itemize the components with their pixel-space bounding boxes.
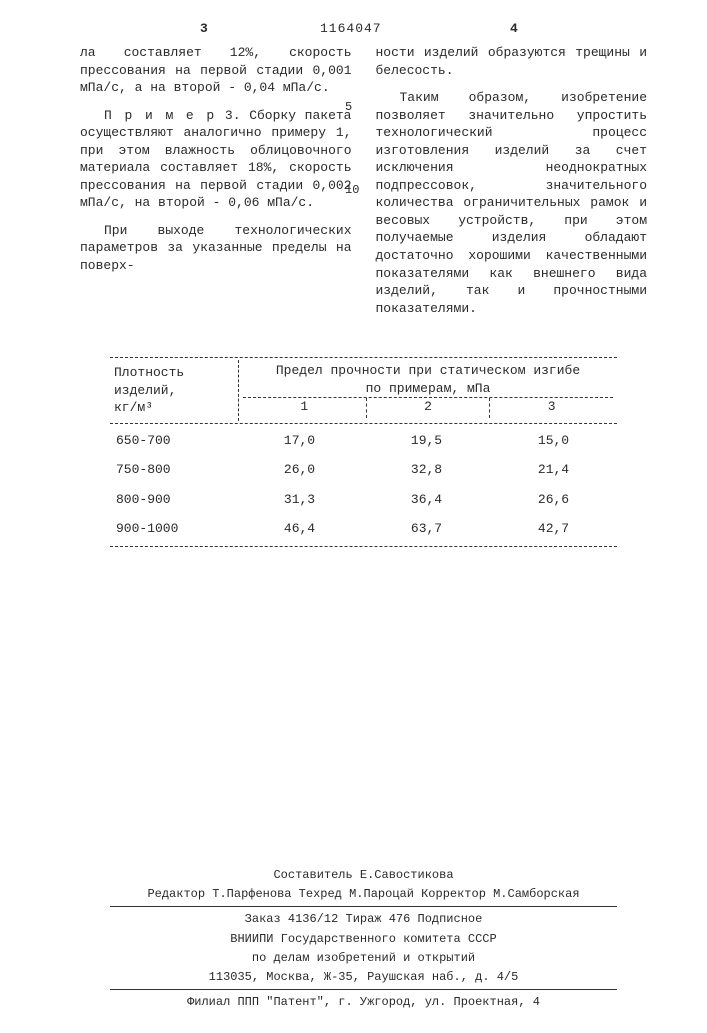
cell-v3: 21,4 <box>490 461 617 479</box>
example-lead: П р и м е р <box>104 108 216 123</box>
cell-v1: 26,0 <box>236 461 363 479</box>
cell-v1: 31,3 <box>236 491 363 509</box>
para-right-1: ности изделий образуются трещины и белес… <box>376 44 648 79</box>
page-header: 3 1164047 4 <box>80 20 647 40</box>
cell-density: 650-700 <box>110 432 236 450</box>
line-marker-5: 5 <box>345 99 352 115</box>
para-left-2-body: Сборку пакета осуществляют аналогично пр… <box>80 108 352 211</box>
subcol-1: 1 <box>243 398 367 418</box>
footer-compiler: Составитель Е.Савостикова <box>80 867 647 883</box>
left-column: ла составляет 12%, скорость прессования … <box>80 44 352 327</box>
cell-v3: 26,6 <box>490 491 617 509</box>
cell-density: 900-1000 <box>110 520 236 538</box>
cell-v2: 36,4 <box>363 491 490 509</box>
cell-v1: 17,0 <box>236 432 363 450</box>
footer-editors: Редактор Т.Парфенова Техред М.Пароцай Ко… <box>80 886 647 902</box>
table-row: 750-800 26,0 32,8 21,4 <box>110 455 617 485</box>
footer-branch: Филиал ППП "Патент", г. Ужгород, ул. Про… <box>80 994 647 1010</box>
table-row: 650-700 17,0 19,5 15,0 <box>110 426 617 456</box>
para-left-2: П р и м е р 3. Сборку пакета осуществляю… <box>80 107 352 212</box>
line-marker-10: 10 <box>345 182 359 198</box>
subcol-2: 2 <box>367 398 491 418</box>
table-header-density: Плотность изделий, кг/м³ <box>110 360 239 421</box>
cell-density: 800-900 <box>110 491 236 509</box>
table-row: 900-1000 46,4 63,7 42,7 <box>110 514 617 544</box>
cell-v1: 46,4 <box>236 520 363 538</box>
footer-org2: по делам изобретений и открытий <box>80 950 647 966</box>
cell-v3: 42,7 <box>490 520 617 538</box>
cell-v3: 15,0 <box>490 432 617 450</box>
cell-v2: 19,5 <box>363 432 490 450</box>
page-number-right: 4 <box>510 20 518 38</box>
cell-v2: 63,7 <box>363 520 490 538</box>
cell-density: 750-800 <box>110 461 236 479</box>
para-left-1: ла составляет 12%, скорость прессования … <box>80 44 352 97</box>
example-num: 3. <box>216 108 249 123</box>
table-header-row: Плотность изделий, кг/м³ Предел прочност… <box>110 360 617 421</box>
table-row: 800-900 31,3 36,4 26,6 <box>110 485 617 515</box>
document-footer: Составитель Е.Савостикова Редактор Т.Пар… <box>80 867 647 1010</box>
table-subheader: 1 2 3 <box>243 397 613 418</box>
para-right-2: Таким образом, изобретение позволяет зна… <box>376 89 648 317</box>
para-left-3: При выходе технологических параметров за… <box>80 222 352 275</box>
footer-order: Заказ 4136/12 Тираж 476 Подписное <box>80 911 647 927</box>
footer-addr1: 113035, Москва, Ж-35, Раушская наб., д. … <box>80 969 647 985</box>
right-column: ности изделий образуются трещины и белес… <box>376 44 648 327</box>
table-header-strength: Предел прочности при статическом изгибе … <box>239 360 617 421</box>
page-number-left: 3 <box>200 20 208 38</box>
text-columns: 5 10 ла составляет 12%, скорость прессов… <box>80 44 647 327</box>
footer-org1: ВНИИПИ Государственного комитета СССР <box>80 931 647 947</box>
subcol-3: 3 <box>490 398 613 418</box>
data-table: Плотность изделий, кг/м³ Предел прочност… <box>110 357 617 547</box>
cell-v2: 32,8 <box>363 461 490 479</box>
document-number: 1164047 <box>320 20 382 38</box>
